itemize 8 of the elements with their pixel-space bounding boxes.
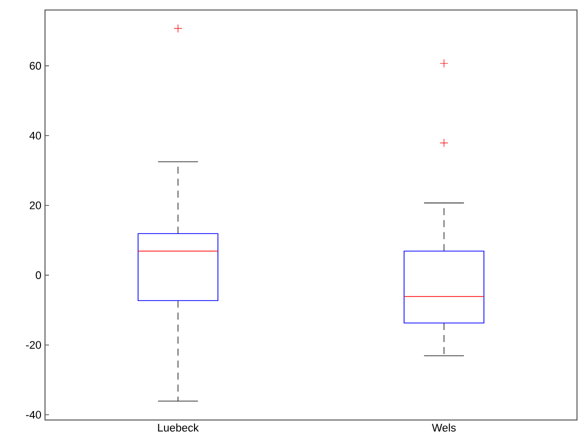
- y-tick-label: 0: [36, 271, 42, 280]
- x-tick-label: Luebeck: [158, 424, 199, 432]
- y-tick-label: 20: [30, 202, 42, 210]
- y-tick-label: -40: [26, 410, 42, 419]
- y-tick-label: 60: [30, 62, 42, 70]
- x-tick-label: Wels: [432, 424, 456, 432]
- y-tick-label: -20: [26, 341, 42, 349]
- y-tick-label: 40: [29, 132, 42, 140]
